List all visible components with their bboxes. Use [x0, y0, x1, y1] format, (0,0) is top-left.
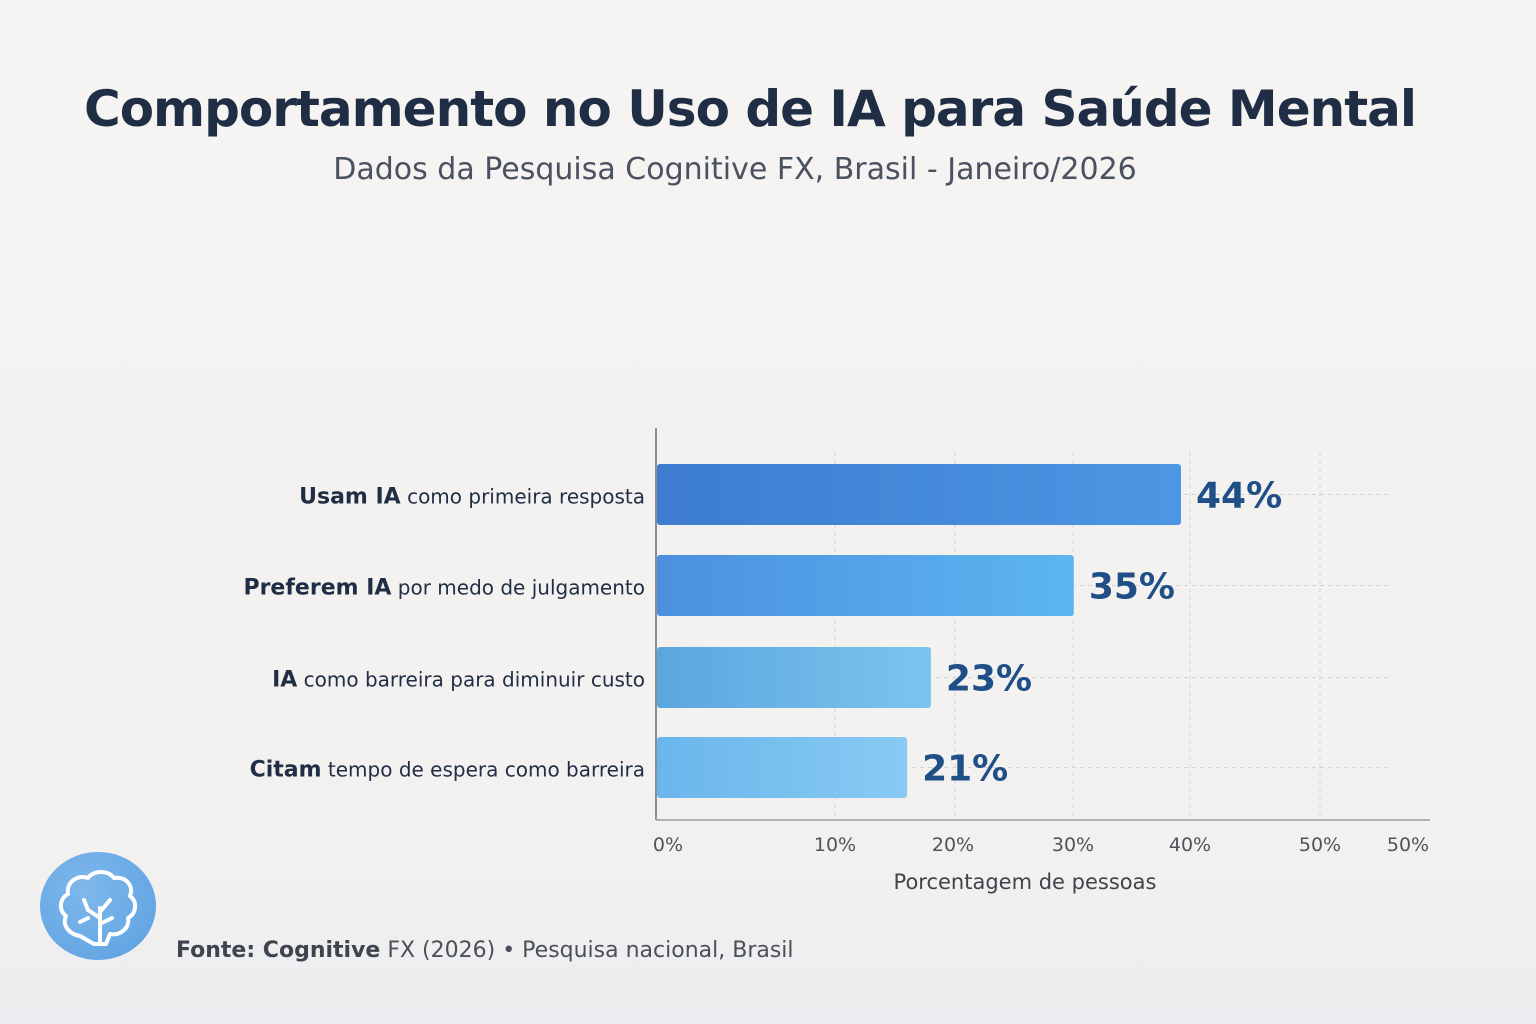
category-label-bold: Usam IA	[299, 485, 401, 510]
x-tick-label: 50%	[1387, 834, 1429, 856]
brain-icon	[40, 852, 156, 960]
source-label: Fonte: Cognitive	[176, 938, 381, 963]
category-label: IA como barreira para diminuir custo	[272, 668, 645, 693]
category-label: Citam tempo de espera como barreira	[250, 758, 645, 783]
category-label: Usam IA como primeira resposta	[299, 485, 645, 510]
x-tick-label: 0%	[653, 834, 683, 856]
data-label: 21%	[922, 749, 1008, 790]
source-text: FX (2026) • Pesquisa nacional, Brasil	[380, 938, 794, 963]
data-label: 23%	[946, 659, 1032, 700]
category-label-rest: como primeira resposta	[401, 485, 645, 509]
chart-title: Comportamento no Uso de IA para Saúde Me…	[84, 80, 1417, 138]
x-tick-label: 10%	[814, 834, 856, 856]
x-tick-label: 40%	[1169, 834, 1211, 856]
x-axis-title: Porcentagem de pessoas	[894, 870, 1157, 894]
category-label-rest: como barreira para diminuir custo	[297, 668, 645, 692]
category-label: Preferem IA por medo de julgamento	[243, 576, 645, 601]
x-tick-label: 20%	[932, 834, 974, 856]
data-label: 35%	[1089, 567, 1175, 608]
bar	[657, 464, 1181, 525]
category-label-rest: por medo de julgamento	[391, 576, 645, 600]
bar	[657, 555, 1074, 616]
bar	[657, 647, 931, 708]
data-label: 44%	[1196, 476, 1282, 517]
category-label-rest: tempo de espera como barreira	[322, 758, 645, 782]
chart-subtitle: Dados da Pesquisa Cognitive FX, Brasil -…	[333, 152, 1137, 187]
x-tick-label: 50%	[1299, 834, 1341, 856]
category-label-bold: IA	[272, 668, 297, 693]
bar	[657, 737, 908, 798]
x-tick-label: 30%	[1052, 834, 1094, 856]
category-label-bold: Citam	[250, 758, 322, 783]
category-label-bold: Preferem IA	[243, 576, 391, 601]
source-footer: Fonte: Cognitive FX (2026) • Pesquisa na…	[176, 938, 794, 963]
